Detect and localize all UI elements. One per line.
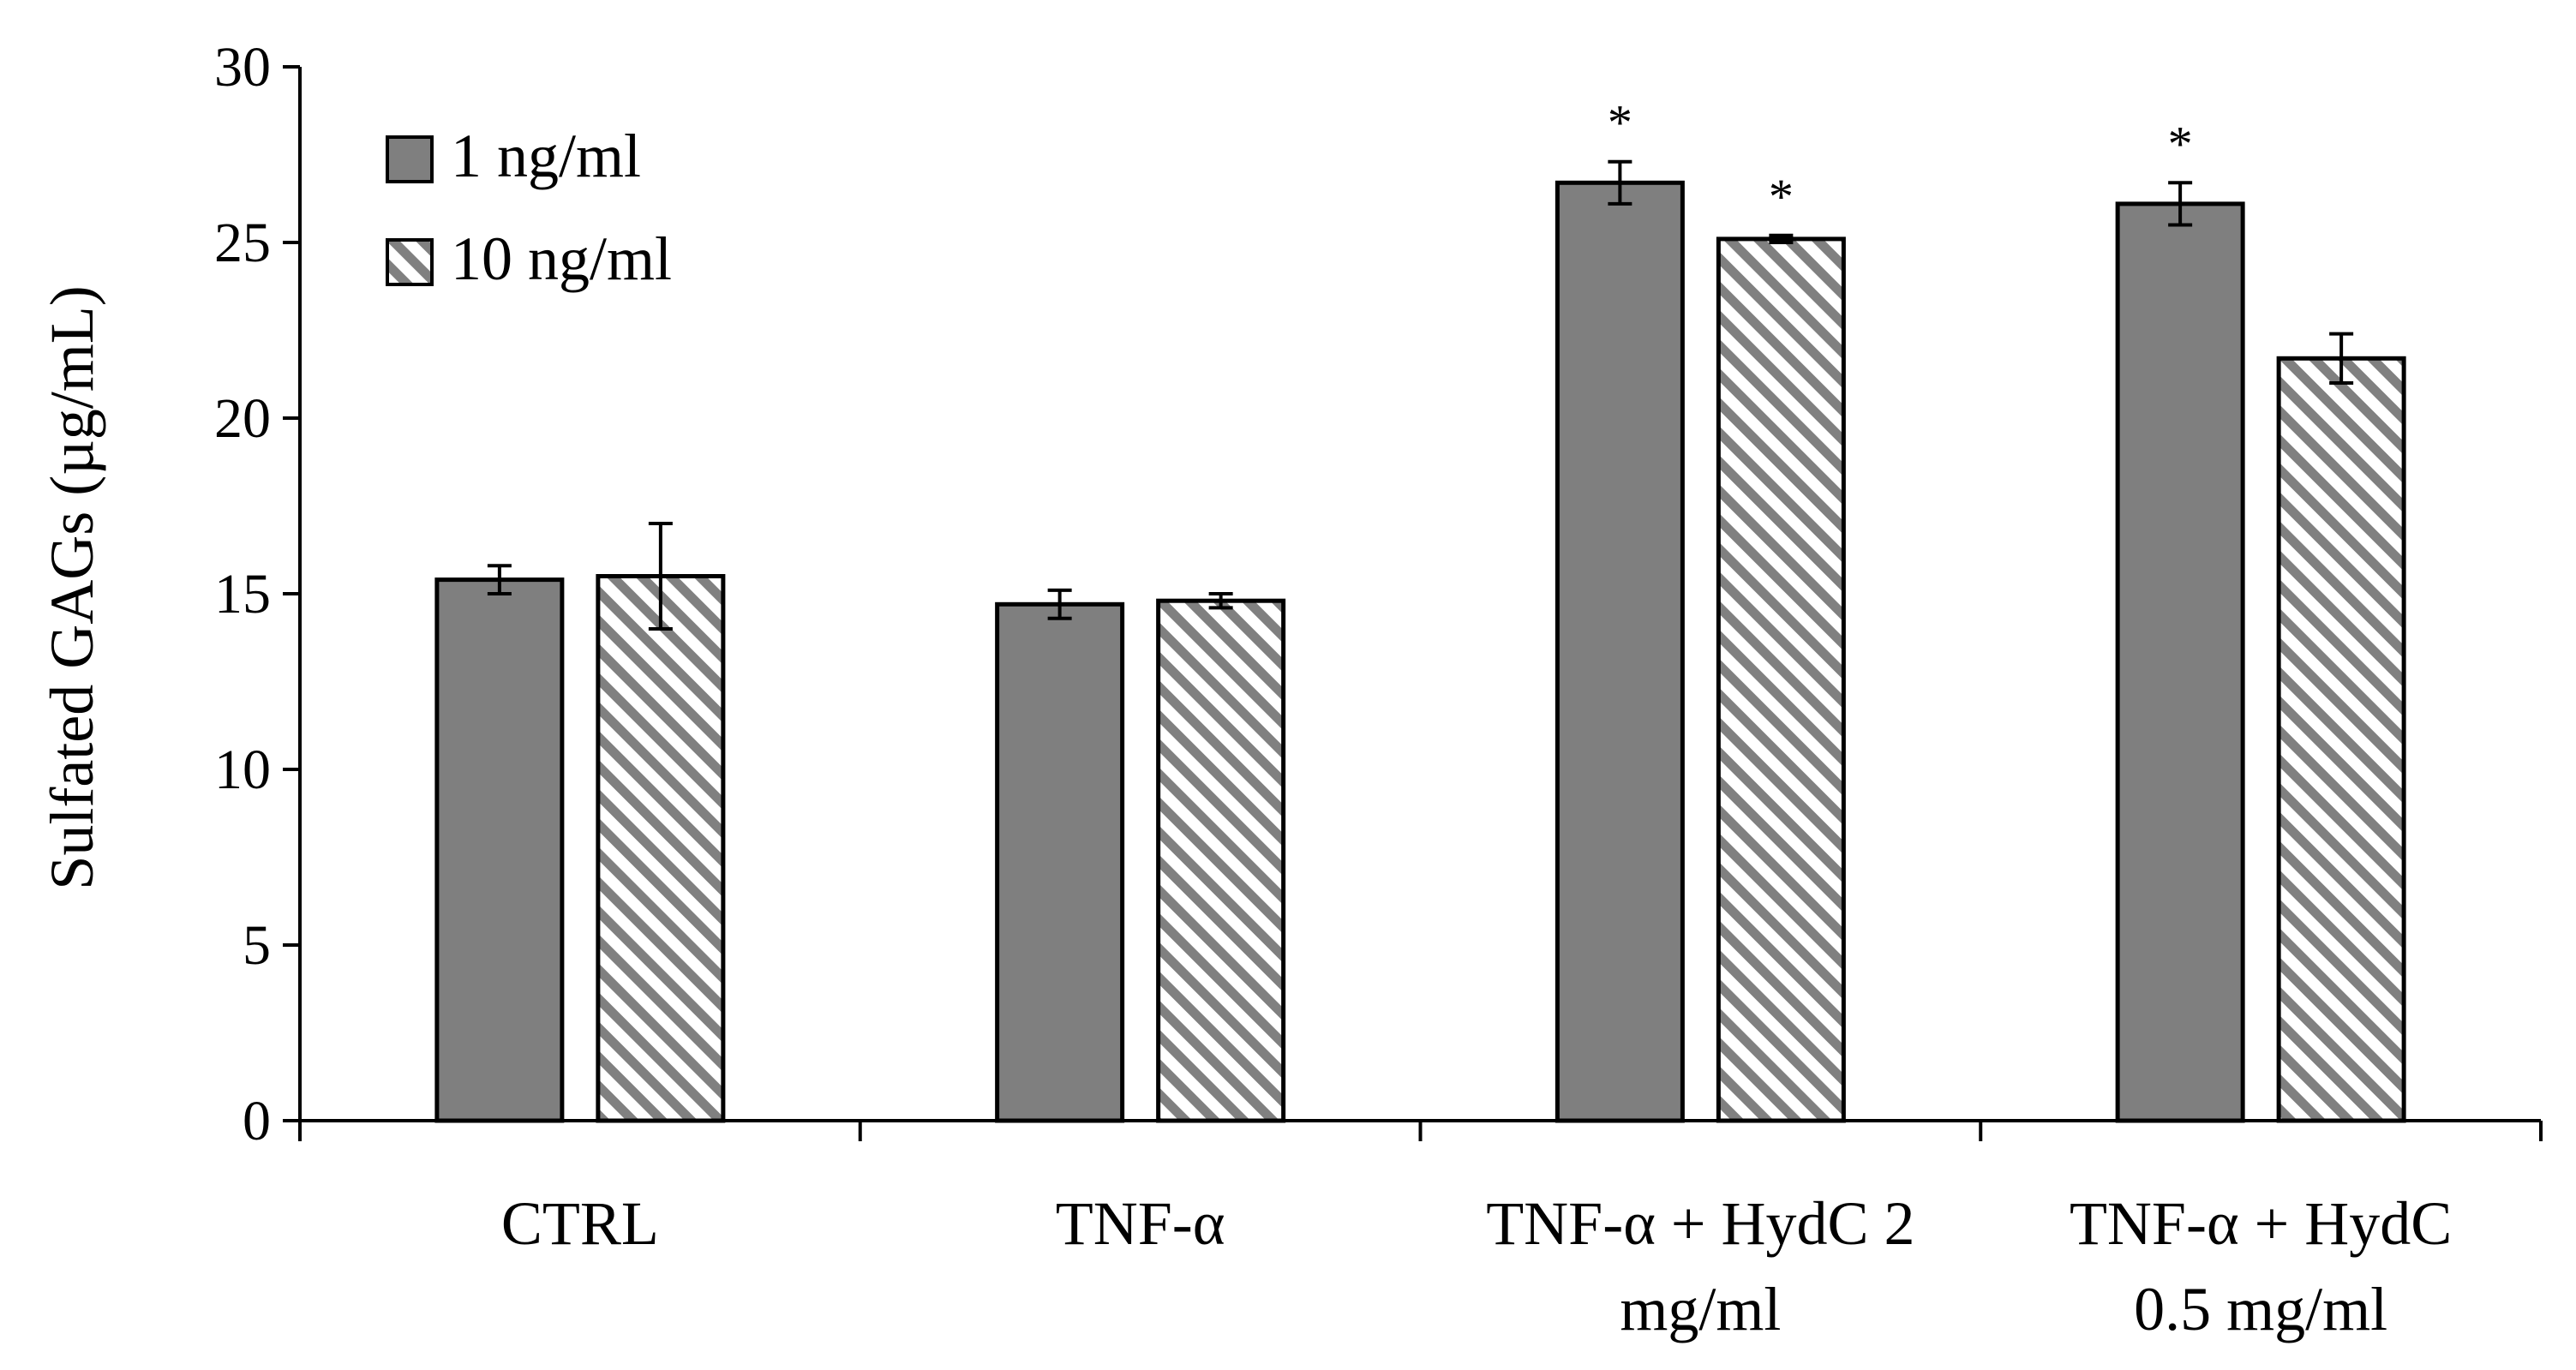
x-tick-labels: CTRL TNF-α TNF-α + HydC 2 mg/ml TNF-α + HydC… [501,1189,2452,1343]
bar-1ng-3 [2115,201,2245,1123]
y-axis: 0 5 10 15 20 25 30 [214,36,302,1152]
y-tick-label: 0 [243,1090,271,1152]
x-category-label: CTRL [501,1189,659,1258]
bars [434,180,2406,1123]
y-tick-label: 10 [214,739,271,801]
bar-10ng-2 [1716,236,1846,1123]
error-bars [487,159,2354,631]
significance-asterisk: * [1769,169,1794,224]
significance-asterisk: * [2168,116,2193,171]
legend: 1 ng/ml 10 ng/ml [386,122,672,293]
x-category-label: TNF-α [1056,1189,1225,1258]
significance-marks: * * * [1608,95,2193,224]
bar-1ng-0 [434,577,565,1123]
bar-1ng-1 [995,601,1125,1123]
y-tick-label: 20 [214,387,271,450]
y-axis-title: Sulfated GAGs (µg/mL) [38,285,106,889]
bar-10ng-3 [2276,356,2406,1123]
legend-label: 1 ng/ml [451,122,641,190]
significance-asterisk: * [1608,95,1632,151]
x-axis [298,1119,2543,1141]
bar-1ng-2 [1555,180,1685,1123]
y-tick-label: 5 [243,914,271,977]
legend-swatch [386,135,434,183]
x-category-label: TNF-α + HydC [2070,1189,2452,1258]
legend-label: 10 ng/ml [451,224,672,293]
x-category-label: 0.5 mg/ml [2134,1275,2387,1343]
legend-swatch [386,238,434,286]
bar-10ng-1 [1156,598,1286,1123]
x-category-label: TNF-α + HydC 2 [1486,1189,1914,1258]
y-tick-label: 15 [214,563,271,625]
y-tick-label: 30 [214,36,271,99]
x-category-label: mg/ml [1620,1275,1781,1343]
y-tick-label: 25 [214,212,271,274]
bar-10ng-0 [596,574,726,1123]
